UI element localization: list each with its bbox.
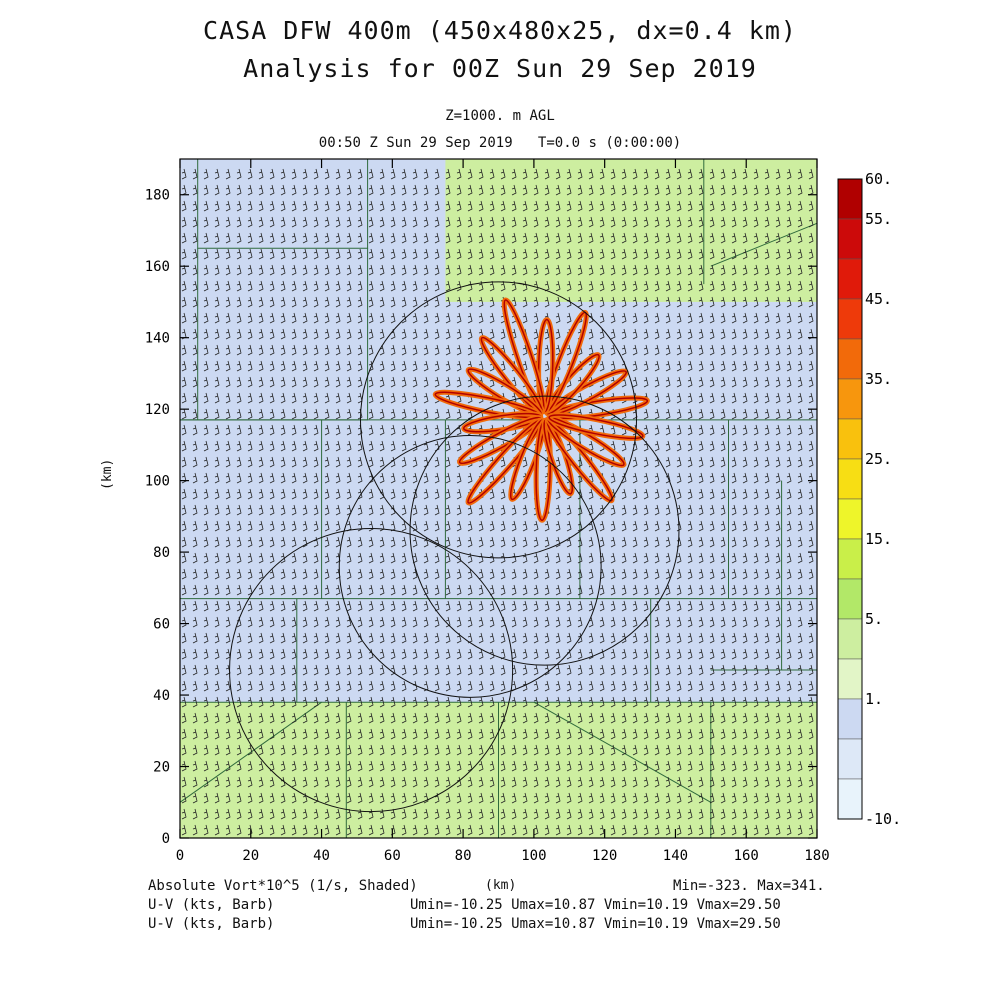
colorbar-swatch-0 — [837, 178, 863, 220]
chart-title: CASA DFW 400m (450x480x25, dx=0.4 km) — [203, 16, 797, 45]
y-tick-label-1: 20 — [153, 760, 170, 776]
colorbar-swatch-4 — [837, 338, 863, 380]
plot-frame — [179, 158, 818, 839]
y-tick-label-0: 0 — [162, 831, 170, 847]
colorbar-swatch-1 — [837, 218, 863, 260]
x-tick-label-1: 20 — [242, 848, 259, 864]
wind-barbs — [181, 168, 814, 836]
colorbar-swatch-14 — [837, 738, 863, 780]
y-tick-label-5: 100 — [145, 474, 170, 490]
footer-uv-range2: Umin=-10.25 Umax=10.87 Vmin=10.19 Vmax=2… — [410, 916, 781, 932]
y-tick-label-9: 180 — [145, 188, 170, 204]
colorbar-swatch-12 — [837, 658, 863, 700]
x-axis-label: (km) — [485, 878, 517, 893]
x-tick-label-7: 140 — [663, 848, 688, 864]
x-tick-label-3: 60 — [384, 848, 401, 864]
county-line-19 — [179, 701, 322, 803]
x-tick-label-8: 160 — [734, 848, 759, 864]
radar-ring-2 — [338, 434, 602, 698]
footer-field1: Absolute Vort*10^5 (1/s, Shaded) — [148, 878, 418, 894]
colorbar-label-2: 45. — [865, 290, 892, 308]
colorbar-label-6: 5. — [865, 610, 883, 628]
radar-ring-0 — [359, 281, 638, 559]
level-label: Z=1000. m AGL — [445, 108, 555, 124]
colorbar: 60. 55. 45. 35. 25. 15. 5. 1. -10. — [837, 170, 901, 828]
x-tick-label-0: 0 — [176, 848, 184, 864]
y-tick-label-4: 80 — [153, 545, 170, 561]
y-tick-label-7: 140 — [145, 331, 170, 347]
vorticity-bands — [432, 297, 650, 523]
plot-axes: 0 20 40 60 80 100 120 140 160 180 0 20 40 60 80 100 120 1… — [145, 158, 830, 864]
x-tick-label-9: 180 — [804, 848, 829, 864]
footer-field2: U-V (kts, Barb) — [148, 897, 275, 913]
county-line-0 — [197, 159, 369, 249]
colorbar-label-1: 55. — [865, 210, 892, 228]
radar-ring-3 — [229, 527, 514, 813]
y-tick-label-2: 40 — [153, 688, 170, 704]
colorbar-label-8: -10. — [865, 810, 901, 828]
colorbar-swatch-8 — [837, 498, 863, 540]
colorbar-swatch-2 — [837, 258, 863, 300]
colorbar-frame — [837, 178, 863, 820]
time-label: 00:50 Z Sun 29 Sep 2019 T=0.0 s (0:00:00… — [318, 135, 682, 151]
colorbar-label-3: 35. — [865, 370, 892, 388]
colorbar-label-7: 1. — [865, 690, 883, 708]
x-tick-label-5: 100 — [521, 848, 546, 864]
colorbar-swatch-15 — [837, 778, 863, 820]
barb-pattern — [181, 168, 814, 836]
footer-minmax: Min=-323. Max=341. — [673, 878, 825, 894]
colorbar-label-4: 25. — [865, 450, 892, 468]
colorbar-swatch-7 — [837, 458, 863, 500]
radar-ring-1 — [409, 395, 680, 666]
x-tick-label-4: 80 — [455, 848, 472, 864]
colorbar-swatch-6 — [837, 418, 863, 460]
colorbar-swatch-10 — [837, 578, 863, 620]
colorbar-swatch-11 — [837, 618, 863, 660]
colorbar-swatch-3 — [837, 298, 863, 340]
y-tick-label-3: 60 — [153, 617, 170, 633]
y-tick-label-8: 160 — [145, 259, 170, 275]
vort-band-core-17 — [548, 414, 644, 440]
x-tick-label-6: 120 — [592, 848, 617, 864]
colorbar-label-0: 60. — [865, 170, 892, 188]
y-tick-label-6: 120 — [145, 402, 170, 418]
colorbar-label-5: 15. — [865, 530, 892, 548]
colorbar-swatch-5 — [837, 378, 863, 420]
chart-subtitle: Analysis for 00Z Sun 29 Sep 2019 — [243, 54, 757, 83]
county-line-20 — [533, 701, 712, 803]
colorbar-swatch-9 — [837, 538, 863, 580]
footer-uv-range1: Umin=-10.25 Umax=10.87 Vmin=10.19 Vmax=2… — [410, 897, 781, 913]
x-tick-label-2: 40 — [313, 848, 330, 864]
radar-rings — [229, 281, 680, 813]
field-region-2 — [445, 159, 817, 302]
footer-field3: U-V (kts, Barb) — [148, 916, 275, 932]
colorbar-swatch-13 — [837, 698, 863, 740]
county-line-14 — [710, 222, 818, 267]
